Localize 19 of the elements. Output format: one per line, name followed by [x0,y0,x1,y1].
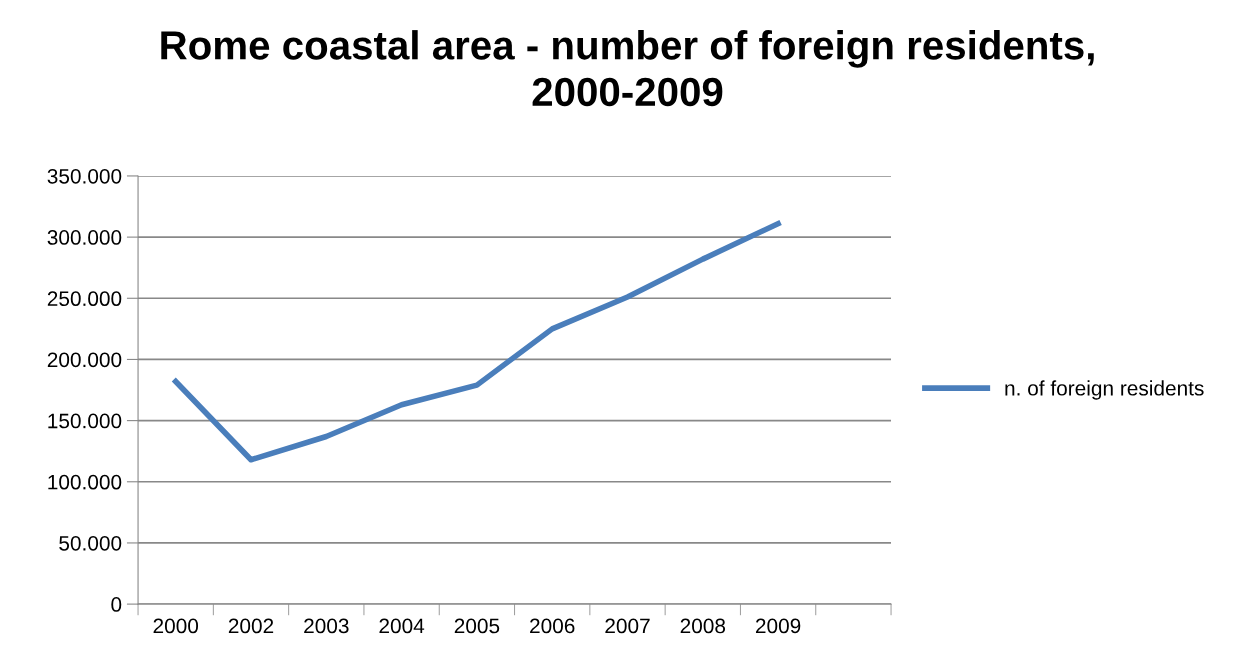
y-tick-label: 300.000 [47,230,122,245]
x-tick-label: 2008 [680,618,726,634]
x-tick-label: 2005 [454,618,500,634]
x-tick-label: 2007 [605,618,650,634]
x-tick-label: 2009 [755,618,801,634]
x-tick-label: 2003 [304,618,349,634]
y-tick-label: 0 [111,597,122,612]
x-tick-label: 2006 [530,618,575,634]
y-tick-label: 150.000 [48,413,122,429]
y-tick-label: 250.000 [47,291,122,307]
legend-label: n. of foreign residents [1005,380,1204,400]
x-tick-label: 2002 [228,618,274,634]
y-tick-label: 50.000 [59,535,122,551]
x-tick-label: 2000 [153,618,199,634]
y-tick-label: 200.000 [47,352,122,368]
y-tick-label: 100.000 [48,474,122,490]
chart-title: Rome coastal area - number of foreign residents, 2000-2009 [161,30,1094,107]
y-tick-label: 350.000 [47,168,122,184]
x-tick-label: 2004 [379,618,425,634]
